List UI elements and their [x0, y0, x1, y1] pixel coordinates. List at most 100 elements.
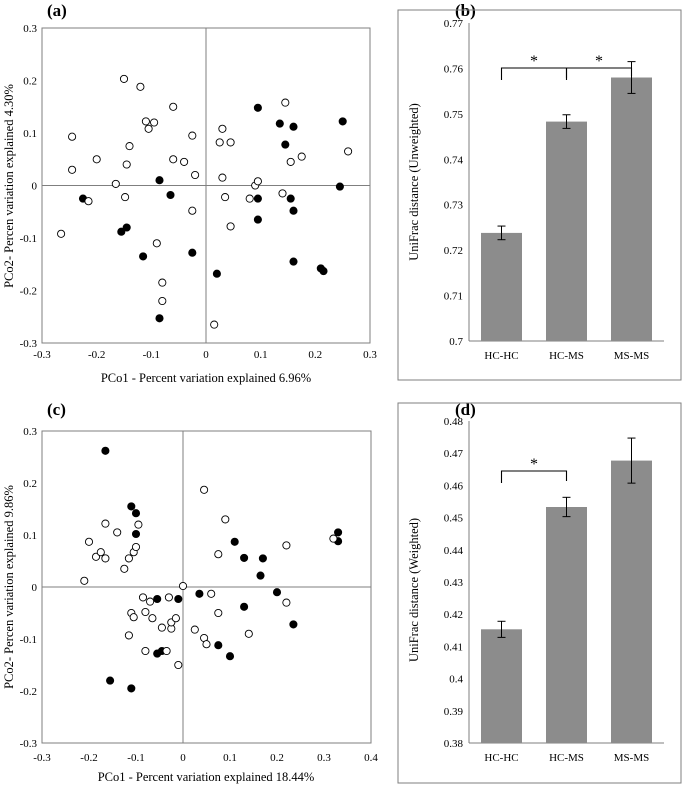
x-tick: -0.3 [33, 349, 51, 361]
x-tick: HC-HC [484, 350, 518, 362]
scatter-point-open [146, 597, 155, 606]
scatter-point-open [214, 550, 223, 559]
x-tick: 0.3 [317, 752, 331, 764]
scatter-point-open [286, 157, 295, 166]
scatter-point-open [141, 607, 150, 617]
scatter-point-open [141, 117, 150, 126]
y-axis-title-b: UniFrac distance (Unweighted) [407, 103, 421, 261]
scatter-point-filled [153, 594, 162, 604]
scatter-point-open [68, 132, 77, 141]
scatter-point-open [226, 222, 235, 231]
panel-label-d: (d) [455, 400, 476, 419]
scatter-point-open [84, 197, 93, 206]
panel-c: (c) -0.3 -0.2 -0.1 0 0.1 0.2 0.3 0.4 -0.… [2, 400, 378, 784]
scatter-point-open [188, 206, 197, 215]
scatter-point-open [113, 528, 122, 537]
scatter-point-filled [131, 529, 141, 539]
y-tick: 0.1 [23, 530, 37, 542]
scatter-point-filled [122, 223, 131, 232]
scatter-point-open [210, 320, 219, 329]
bar [481, 629, 522, 743]
y-tick: 0.45 [444, 513, 464, 525]
x-tick: 0.1 [254, 349, 268, 361]
axis-ticks-b: 0.7 0.71 0.72 0.73 0.74 0.75 0.76 0.77 H… [444, 18, 649, 362]
y-tick: -0.1 [20, 233, 37, 245]
y-tick: 0.2 [23, 478, 37, 490]
scatter-point-open [244, 629, 253, 638]
scatter-point-filled [281, 140, 290, 149]
scatter-point-open [202, 640, 211, 649]
scatter-point-open [150, 118, 159, 127]
bar [546, 507, 587, 743]
scatter-point-open [178, 581, 188, 591]
y-tick: -0.1 [20, 634, 37, 646]
scatter-point-filled [289, 620, 298, 629]
axis-ticks-a: -0.3 -0.2 -0.1 0 0.1 0.2 0.3 -0.3 -0.2 -… [20, 23, 378, 361]
y-tick: 0.39 [444, 706, 464, 718]
scatter-point-filled [101, 446, 110, 455]
scatter-point-filled [289, 122, 298, 131]
scatter-point-filled [334, 528, 343, 537]
y-tick: 0.74 [444, 154, 464, 166]
y-tick: 0.3 [23, 426, 37, 438]
scatter-point-open [119, 74, 129, 83]
scatter-point-filled [256, 571, 265, 580]
x-tick: -0.2 [88, 349, 105, 361]
scatter-point-open [180, 157, 189, 166]
scatter-point-open [226, 138, 235, 147]
bar [611, 460, 652, 743]
scatter-point-filled [275, 119, 284, 128]
scatter-point-filled [335, 182, 344, 191]
y-tick: 0.76 [444, 63, 464, 75]
significance-star: * [530, 456, 538, 473]
x-axis-title-c: PCo1 - Percent variation explained 18.44… [98, 770, 315, 784]
scatter-point-open [84, 537, 94, 546]
scatter-point-filled [240, 553, 249, 562]
significance-star: * [595, 53, 603, 70]
panel-b: (b) 0.7 0.71 0.72 0.73 0.74 0.75 0.76 0.… [397, 1, 682, 381]
x-tick: -0.3 [33, 752, 51, 764]
scatter-point-open [218, 173, 227, 182]
scatter-point-open [129, 613, 138, 622]
panel-label-c: (c) [47, 400, 66, 419]
bars-b [481, 61, 652, 341]
scatter-point-open [101, 554, 110, 563]
scatter-point-open [131, 542, 141, 552]
scatter-point-filled [166, 190, 175, 200]
scatter-point-open [148, 614, 157, 623]
x-axis-title-a: PCo1 - Percent variation explained 6.96% [101, 371, 311, 385]
scatter-point-filled [106, 676, 115, 685]
scatter-point-open [144, 124, 153, 133]
scatter-point-filled [174, 594, 183, 604]
scatter-point-filled [289, 206, 298, 215]
scatter-point-open [281, 98, 290, 107]
scatter-point-open [190, 625, 199, 634]
scatter-point-open [162, 646, 171, 656]
scatter-point-open [57, 229, 66, 238]
bar [546, 121, 587, 341]
scatter-point-open [80, 576, 89, 585]
y-tick: 0.4 [449, 674, 463, 686]
scatter-point-open [136, 82, 145, 91]
y-tick: 0.41 [444, 641, 463, 653]
x-tick: HC-HC [484, 752, 518, 764]
bars-d [481, 437, 652, 743]
y-tick: 0.71 [444, 291, 463, 303]
y-tick: 0.47 [444, 448, 464, 460]
significance-star: * [530, 53, 538, 70]
x-tick: 0.2 [270, 752, 284, 764]
x-tick: 0.3 [363, 349, 377, 361]
y-tick: -0.3 [20, 738, 38, 750]
scatter-point-filled [272, 588, 282, 597]
scatter-point-filled [240, 602, 249, 611]
y-tick: 0.72 [444, 245, 463, 257]
significance-b: * * [530, 53, 603, 70]
scatter-point-filled [289, 257, 298, 266]
scatter-point-open [124, 631, 133, 640]
y-tick: -0.2 [20, 286, 37, 298]
x-tick: 0.2 [308, 349, 322, 361]
scatter-point-open [91, 552, 101, 561]
scatter-point-filled [319, 267, 328, 276]
scatter-point-open [245, 194, 254, 203]
y-tick: 0.3 [23, 23, 37, 35]
